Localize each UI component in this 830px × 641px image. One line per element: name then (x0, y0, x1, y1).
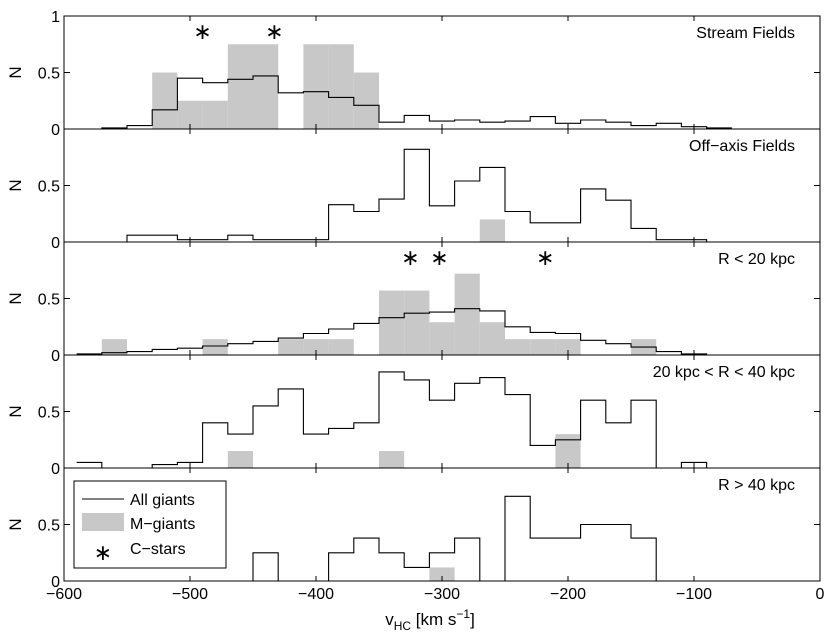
all-giants-line (76, 308, 732, 356)
x-axis-title-units: [km s (411, 610, 456, 629)
y-tick-label: 0 (51, 461, 60, 478)
mgiant-bar (101, 339, 127, 355)
c-star-marker: ∗ (430, 246, 448, 271)
mgiant-bar (555, 339, 581, 355)
mgiant-bar (227, 451, 253, 468)
panel-1: ∗ ∗ 0 0.5 1 N Stream Fields (6, 9, 821, 139)
c-star-marker: ∗ (193, 20, 211, 45)
panel-3: ∗ ∗ ∗ 0 0.5 N R < 20 kpc (6, 241, 821, 365)
legend-cstars-swatch: ∗ (94, 541, 112, 566)
mgiant-bar (404, 290, 430, 355)
mgiant-bar (278, 339, 304, 355)
y-tick-label: 0.5 (38, 66, 60, 83)
panel-title: Stream Fields (696, 25, 795, 42)
mgiant-bar (555, 434, 581, 468)
x-axis-title-sub: HC (394, 619, 412, 633)
y-axis-label: N (6, 66, 25, 78)
legend-cstars-label: C−stars (130, 541, 186, 558)
y-axis-label: N (6, 179, 25, 191)
panel-4: 0 0.5 N 20 kpc < R < 40 kpc (6, 354, 821, 478)
y-tick-label: 0 (51, 574, 60, 591)
legend: All giants M−giants ∗ C−stars (73, 480, 227, 569)
x-tick-label: −100 (676, 586, 712, 603)
panel-title: R > 40 kpc (718, 477, 795, 494)
x-axis-title-units-end: ] (470, 610, 475, 629)
x-axis-title-main: v (385, 610, 394, 629)
c-star-marker: ∗ (536, 246, 554, 271)
y-tick-label: 0 (51, 122, 60, 139)
y-tick-label: 0 (51, 348, 60, 365)
mgiant-bar (202, 339, 228, 355)
x-tick-label: −400 (298, 586, 334, 603)
x-tick-label: −200 (550, 586, 586, 603)
y-axis-label: N (6, 518, 25, 530)
mgiant-bar (152, 72, 178, 129)
all-giants-line (76, 75, 732, 130)
mgiant-bar (429, 567, 455, 581)
c-star-marker: ∗ (265, 20, 283, 45)
mgiant-bar (479, 322, 505, 355)
x-axis: −600 −500 −400 −300 −200 −100 0 vHC [km s−1] (46, 586, 825, 633)
panel-title: 20 kpc < R < 40 kpc (653, 364, 795, 381)
x-tick-label: 0 (816, 586, 825, 603)
panel-5: 0 0.5 N R > 40 kpc (6, 467, 821, 591)
y-tick-label: 0.5 (38, 518, 60, 535)
mgiant-bar (227, 44, 253, 129)
panels-group: ∗ ∗ 0 0.5 1 N Stream Fields 0 0.5 N Off−axis Field… (6, 9, 821, 591)
panel-2: 0 0.5 N Off−axis Fields (6, 128, 821, 252)
mgiant-bar (328, 44, 354, 129)
y-tick-label: 0.5 (38, 405, 60, 422)
x-axis-title-sup: −1 (456, 607, 470, 621)
mgiant-bar (379, 451, 405, 468)
x-tick-label: −600 (46, 586, 82, 603)
mgiant-bar (505, 339, 531, 355)
legend-mgiants-label: M−giants (130, 516, 195, 533)
y-tick-label: 0 (51, 235, 60, 252)
x-tick-label: −500 (172, 586, 208, 603)
mgiant-bar (429, 322, 455, 355)
mgiant-bar (303, 339, 329, 355)
y-axis-label: N (6, 292, 25, 304)
all-giants-line (76, 148, 732, 243)
all-giants-line (76, 371, 732, 469)
panel-title: Off−axis Fields (689, 138, 795, 155)
y-axis-label: N (6, 405, 25, 417)
mgiant-bar (328, 339, 354, 355)
legend-all-giants-label: All giants (130, 492, 195, 509)
mgiant-bar (353, 72, 379, 129)
y-tick-label: 0.5 (38, 292, 60, 309)
mgiant-bar (253, 44, 279, 129)
mgiant-bar (379, 290, 405, 355)
y-tick-label: 1 (51, 9, 60, 26)
mgiant-bar (530, 339, 556, 355)
mgiant-bar (479, 219, 505, 242)
mgiant-bar (202, 100, 228, 129)
legend-mgiants-swatch (82, 513, 124, 531)
panel-title: R < 20 kpc (718, 251, 795, 268)
mgiant-bar (303, 44, 329, 129)
y-tick-label: 0.5 (38, 179, 60, 196)
c-star-marker: ∗ (401, 246, 419, 271)
x-axis-title: vHC [km s−1] (385, 607, 475, 633)
x-tick-label: −300 (424, 586, 460, 603)
mgiant-bar (454, 273, 480, 355)
